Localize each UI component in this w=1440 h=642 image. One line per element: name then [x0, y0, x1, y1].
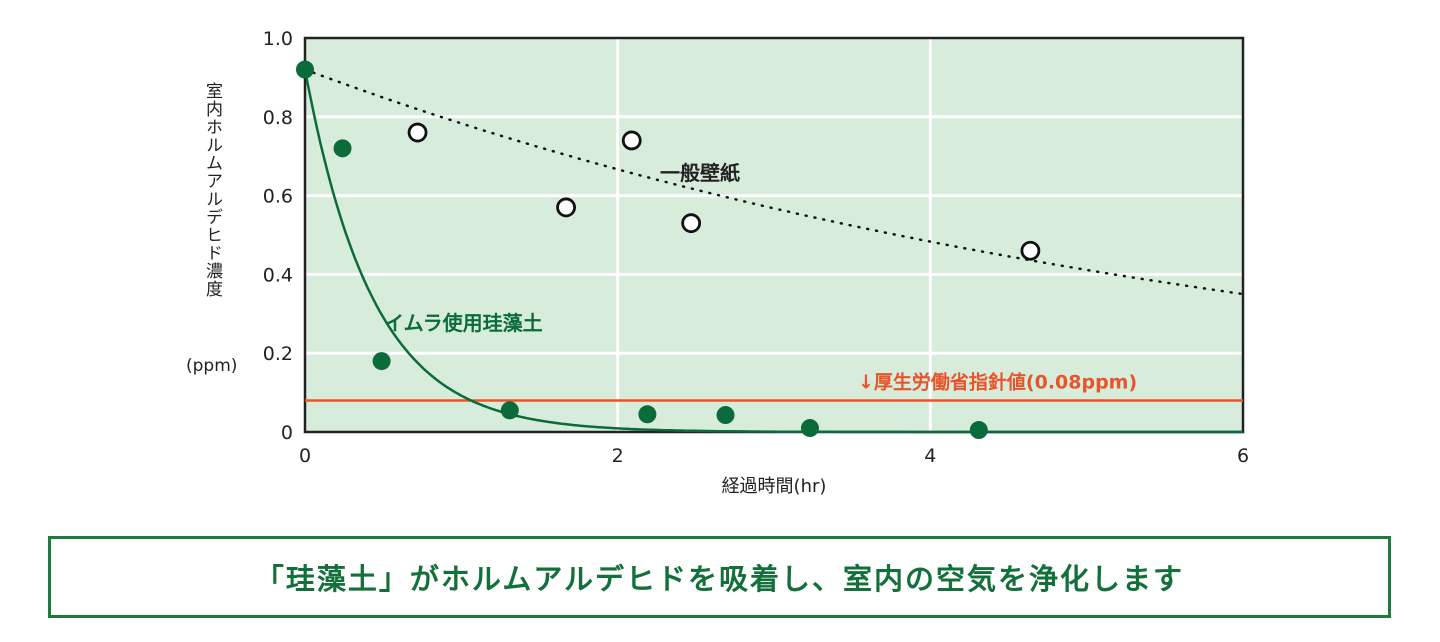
y-axis-unit: (ppm)	[186, 356, 238, 376]
data-point-diatomite	[969, 421, 988, 440]
x-tick-label: 4	[924, 445, 936, 467]
data-point-diatomite	[800, 419, 819, 438]
y-tick-label: 1.0	[263, 28, 293, 50]
series-label-diatomite: イムラ使用珪藻土	[384, 311, 543, 335]
series-label-wallpaper: 一般壁紙	[660, 161, 740, 185]
x-tick-label: 6	[1237, 445, 1249, 467]
trend-line-diatomite	[303, 69, 1243, 434]
y-tick-label: 0.4	[263, 264, 293, 286]
data-point-diatomite	[716, 406, 735, 425]
y-tick-label: 0	[281, 422, 293, 444]
x-axis-label: 経過時間(hr)	[722, 476, 827, 497]
x-tick-label: 2	[612, 445, 624, 467]
y-axis-label: 室内ホルムアルデヒド濃度	[202, 82, 222, 298]
data-point-diatomite	[638, 405, 657, 424]
data-point-diatomite	[333, 139, 352, 158]
reference-line-label: ↓厚生労働省指針値(0.08ppm)	[858, 370, 1137, 393]
data-point-diatomite	[296, 60, 314, 79]
x-tick-label: 0	[299, 445, 311, 467]
data-point-wallpaper	[681, 213, 702, 234]
data-point-diatomite	[372, 352, 391, 371]
plot-background	[305, 38, 1243, 432]
data-point-wallpaper	[1020, 240, 1041, 261]
data-point-wallpaper	[621, 130, 642, 151]
data-point-wallpaper	[407, 122, 428, 143]
y-tick-label: 0.8	[263, 107, 293, 129]
data-point-wallpaper	[556, 197, 576, 218]
y-tick-label: 0.2	[263, 343, 293, 365]
y-tick-label: 0.6	[263, 186, 293, 208]
caption-box: 「珪藻土」がホルムアルデヒドを吸着し、室内の空気を浄化します	[48, 536, 1391, 618]
data-point-diatomite	[500, 401, 519, 420]
chart: 0 0.2 0.4 0.6 0.8 1.0 0 2 4 6 経過時間(hr) ↓厚生労働省指針値(0.…	[263, 28, 1249, 497]
